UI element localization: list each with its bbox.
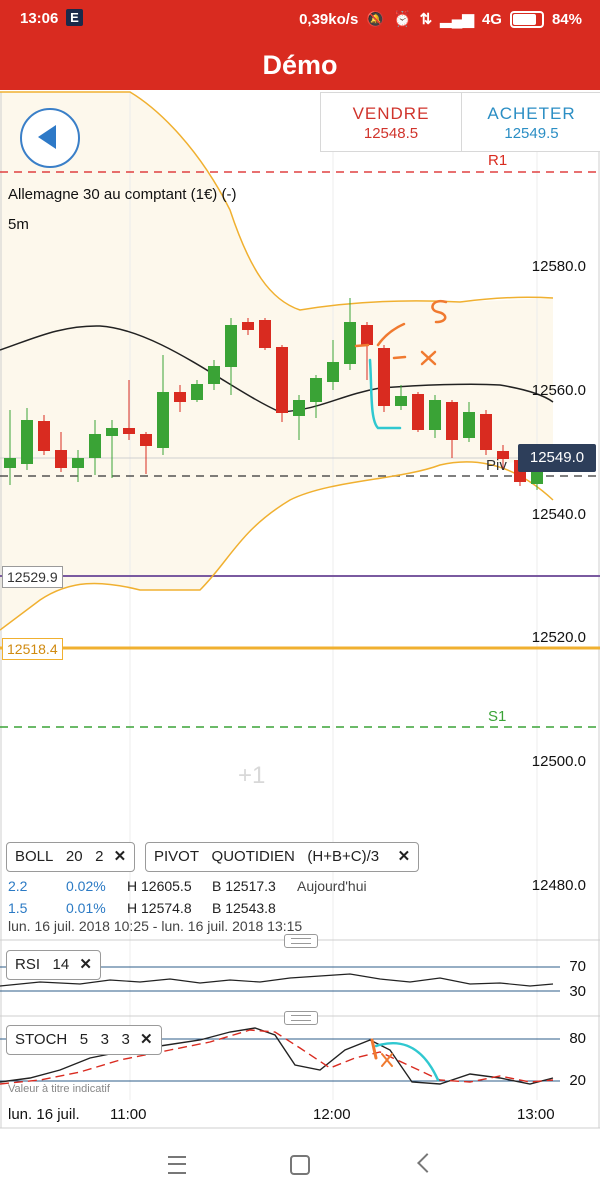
stoch-slow: 3 bbox=[121, 1031, 130, 1048]
price-tick-label: 12520.0 bbox=[531, 629, 586, 646]
stoch-k-line bbox=[0, 1027, 554, 1085]
info-row2-high: H 12574.8 bbox=[127, 900, 192, 916]
stoch-annotation-orange bbox=[370, 1038, 378, 1060]
stoch-annotation-cyan bbox=[374, 1041, 440, 1082]
time-tick-label: lun. 16 juil. bbox=[8, 1106, 80, 1123]
app-title: Démo bbox=[0, 38, 600, 90]
boll-name: BOLL bbox=[15, 848, 54, 865]
stoch-level-label: 20 bbox=[569, 1072, 586, 1089]
battery-icon bbox=[509, 10, 544, 28]
info-row1-day: Aujourd'hui bbox=[297, 878, 367, 894]
rsi-resize-handle[interactable] bbox=[284, 934, 318, 948]
price-tick-label: 12480.0 bbox=[531, 877, 586, 894]
buy-button[interactable]: ACHETER 12549.5 bbox=[461, 92, 600, 152]
status-bar: 13:06 E 0,39ko/s 🔕 ⏰ ⇅ ▂▄▆ 4G 84% bbox=[0, 0, 600, 38]
orange-level-tag: 12518.4 bbox=[2, 638, 63, 660]
pivot-formula: (H+B+C)/3 bbox=[307, 848, 380, 865]
home-icon[interactable] bbox=[290, 1155, 310, 1175]
stoch-name: STOCH bbox=[15, 1031, 68, 1048]
close-icon[interactable]: ✕ bbox=[139, 1031, 153, 1048]
close-icon[interactable]: ✕ bbox=[113, 848, 127, 865]
rsi-name: RSI bbox=[15, 956, 41, 973]
info-row2-b: 0.01% bbox=[66, 900, 106, 916]
time-tick-label: 11:00 bbox=[110, 1106, 147, 1123]
instrument-name: Allemagne 30 au comptant (1€) (-) bbox=[8, 186, 237, 203]
sell-button[interactable]: VENDRE 12548.5 bbox=[320, 92, 462, 152]
pivot-name: PIVOT bbox=[154, 848, 200, 865]
stoch-d-line bbox=[0, 1029, 554, 1085]
price-tick-label: 12500.0 bbox=[531, 753, 586, 770]
rsi-line bbox=[0, 973, 554, 987]
sell-price: 12548.5 bbox=[363, 125, 419, 142]
timeframe[interactable]: 5m bbox=[8, 216, 29, 233]
time-tick-label: 13:00 bbox=[517, 1106, 555, 1123]
close-icon[interactable]: ✕ bbox=[397, 848, 411, 865]
watermark: +1 bbox=[238, 762, 266, 789]
time-tick-label: 12:00 bbox=[313, 1106, 351, 1123]
boll-indicator-chip[interactable]: BOLL 20 2 ✕ bbox=[6, 842, 136, 872]
hand-annotations bbox=[354, 299, 448, 430]
buy-price: 12549.5 bbox=[504, 125, 559, 142]
stoch-indicator-chip[interactable]: STOCH 5 3 3 ✕ bbox=[6, 1025, 162, 1055]
current-price-tag: 12549.0 bbox=[518, 444, 596, 472]
info-row1-b: 0.02% bbox=[66, 878, 106, 894]
s1-label: S1 bbox=[488, 708, 507, 725]
rsi-level-label: 30 bbox=[569, 983, 586, 1000]
rsi-period: 14 bbox=[52, 956, 70, 973]
data-transfer-icon: ⇅ bbox=[419, 11, 433, 28]
purple-level-tag: 12529.9 bbox=[2, 566, 63, 588]
alarm-icon: ⏰ bbox=[392, 11, 412, 28]
info-row2-a: 1.5 bbox=[8, 900, 28, 916]
status-right: 0,39ko/s 🔕 ⏰ ⇅ ▂▄▆ 4G 84% bbox=[299, 10, 582, 28]
bollinger-upper bbox=[0, 91, 554, 311]
network-type: 4G bbox=[481, 10, 502, 28]
vertical-grid bbox=[129, 92, 538, 1100]
status-time: 13:06 bbox=[20, 10, 59, 27]
pivot-period: QUOTIDIEN bbox=[211, 848, 295, 865]
pivot-indicator-chip[interactable]: PIVOT QUOTIDIEN (H+B+C)/3 ✕ bbox=[145, 842, 420, 872]
info-range: lun. 16 juil. 2018 10:25 - lun. 16 juil.… bbox=[8, 918, 303, 934]
app-notification-icon: E bbox=[66, 9, 83, 26]
sell-label: VENDRE bbox=[352, 104, 430, 123]
mute-icon: 🔕 bbox=[366, 11, 385, 28]
signal-icon: ▂▄▆ bbox=[440, 11, 474, 28]
stoch-level-label: 80 bbox=[569, 1030, 586, 1047]
info-row1-a: 2.2 bbox=[8, 878, 28, 894]
bollinger-lower bbox=[0, 461, 554, 631]
android-nav-bar bbox=[0, 1130, 600, 1200]
boll-period: 20 bbox=[65, 848, 83, 865]
info-row2-low: B 12543.8 bbox=[212, 900, 276, 916]
network-speed: 0,39ko/s bbox=[299, 10, 359, 28]
pivot-label: Piv bbox=[486, 457, 507, 474]
buy-label: ACHETER bbox=[487, 104, 576, 123]
info-row1-low: B 12517.3 bbox=[212, 878, 276, 894]
price-tick-label: 12540.0 bbox=[531, 506, 586, 523]
back-button[interactable] bbox=[20, 108, 80, 168]
price-tick-label: 12580.0 bbox=[531, 258, 586, 275]
stoch-k: 5 bbox=[79, 1031, 89, 1048]
price-tick-label: 12560.0 bbox=[531, 382, 586, 399]
stoch-d: 3 bbox=[100, 1031, 109, 1048]
rsi-level-label: 70 bbox=[569, 958, 586, 975]
menu-icon[interactable] bbox=[168, 1156, 186, 1174]
r1-label: R1 bbox=[488, 152, 508, 169]
stoch-annotation-x bbox=[381, 1053, 393, 1067]
close-icon[interactable]: ✕ bbox=[79, 956, 92, 973]
stoch-resize-handle[interactable] bbox=[284, 1011, 318, 1025]
boll-deviation: 2 bbox=[95, 848, 104, 865]
indicative-note: Valeur à titre indicatif bbox=[8, 1083, 110, 1095]
info-row1-high: H 12605.5 bbox=[127, 878, 192, 894]
rsi-indicator-chip[interactable]: RSI 14 ✕ bbox=[6, 950, 101, 980]
battery-level: 84% bbox=[551, 10, 582, 28]
